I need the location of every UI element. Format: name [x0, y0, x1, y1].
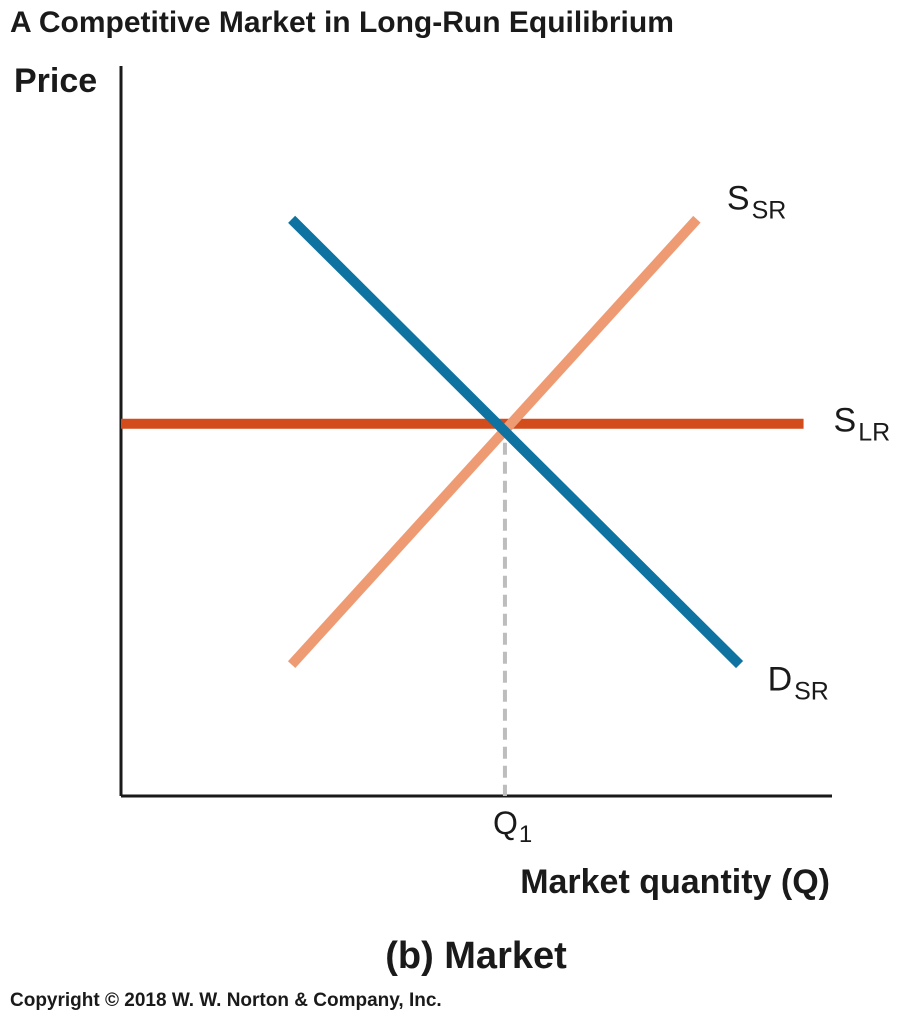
series-label-s-sr: SSR: [727, 179, 786, 224]
plot-area: DSR SSR SLR Q1: [119, 66, 890, 848]
series-labels-layer: DSR SSR SLR: [727, 179, 890, 705]
panel-title: (b) Market: [385, 935, 567, 977]
chart-title: A Competitive Market in Long-Run Equilib…: [10, 6, 674, 39]
series-label-d-sr: DSR: [768, 661, 829, 706]
x-axis-title: Market quantity (Q): [520, 863, 830, 901]
series-layer: [121, 215, 804, 669]
series-label-s-lr: SLR: [834, 402, 891, 447]
series-line-s-sr: [287, 215, 701, 668]
x-tick-label-q1: Q1: [493, 805, 532, 848]
copyright-notice: Copyright © 2018 W. W. Norton & Company,…: [10, 990, 442, 1011]
series-line-d-sr: [288, 215, 744, 669]
y-axis-title: Price: [14, 62, 97, 100]
x-tick-labels-layer: Q1: [493, 805, 532, 848]
